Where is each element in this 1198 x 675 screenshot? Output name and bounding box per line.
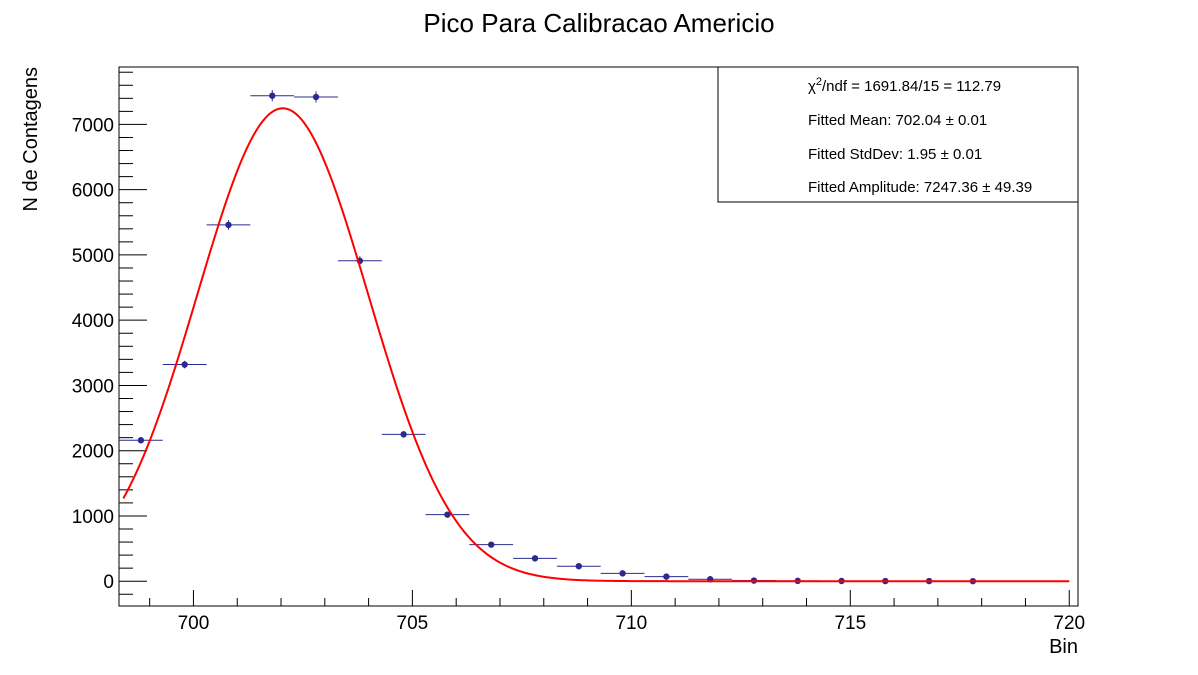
stats-box-frame [717, 66, 1079, 203]
y-tick-label: 4000 [72, 311, 114, 332]
data-point [444, 511, 451, 518]
stats-box: χ2/ndf = 1691.84/15 = 112.79 Fitted Mean… [717, 66, 1079, 203]
tick-labels: 700 705 710 715 720 0 1000 2000 3000 4000 5000 6000… [72, 115, 1085, 634]
data-point [137, 437, 145, 444]
x-tick-label: 705 [397, 613, 429, 634]
data-point [269, 92, 276, 99]
x-tick-label: 710 [615, 613, 647, 634]
x-tick-label: 720 [1053, 613, 1085, 634]
data-point [575, 562, 582, 570]
stats-chi2: χ2/ndf = 1691.84/15 = 112.79 [808, 76, 1001, 95]
data-point [181, 361, 188, 368]
data-point [225, 221, 232, 229]
data-point [531, 555, 539, 562]
stats-mean: Fitted Mean: 702.04 ± 0.01 [808, 112, 987, 129]
y-tick-label: 1000 [72, 507, 114, 528]
chart-title: Pico Para Calibracao Americio [423, 8, 774, 38]
y-tick-label: 5000 [72, 246, 114, 267]
stats-stddev: Fitted StdDev: 1.95 ± 0.01 [808, 146, 982, 163]
data-point [488, 541, 495, 548]
x-axis-title: Bin [1049, 636, 1078, 658]
y-tick-label: 7000 [72, 115, 114, 136]
y-tick-label: 6000 [72, 181, 114, 202]
data-point [619, 570, 626, 577]
data-point [663, 573, 670, 580]
stats-amplitude: Fitted Amplitude: 7247.36 ± 49.39 [808, 179, 1032, 196]
y-axis-title: N de Contagens [20, 67, 42, 212]
data-point [400, 431, 407, 438]
y-tick-label: 3000 [72, 376, 114, 397]
x-tick-label: 715 [834, 613, 866, 634]
stats-chi2-value: /ndf = 1691.84/15 = 112.79 [822, 78, 1001, 95]
plot-frame [118, 66, 1079, 607]
x-tick-label: 700 [178, 613, 210, 634]
y-tick-label: 2000 [72, 442, 114, 463]
fit-curve [122, 107, 1070, 583]
axis-ticks [119, 71, 1070, 606]
data-point [312, 93, 320, 101]
y-tick-label: 0 [103, 572, 114, 593]
